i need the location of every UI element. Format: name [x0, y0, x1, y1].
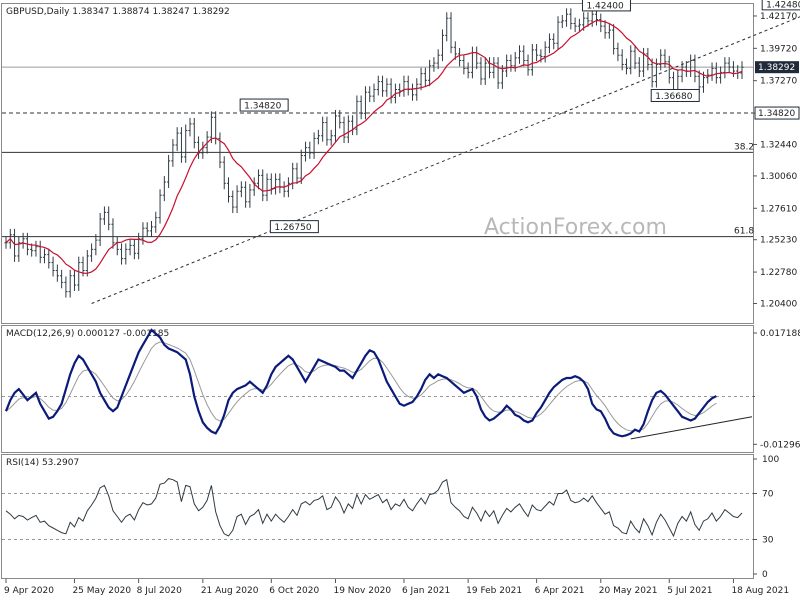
price-tick-label: 1.37270 — [760, 77, 797, 87]
price-label-box — [761, 0, 800, 11]
price-label-text: 1.36680 — [655, 92, 692, 102]
support-level-label: 1.34820 — [758, 109, 795, 119]
x-tick-label: 5 Jul 2021 — [667, 586, 712, 596]
support-level-box — [754, 106, 800, 120]
price-tick-label: 1.27610 — [760, 204, 797, 214]
x-tick-label: 20 May 2021 — [599, 586, 658, 596]
macd-layer — [2, 328, 753, 440]
x-tick-label: 6 Oct 2020 — [269, 586, 319, 596]
x-tick-label: 19 Nov 2020 — [333, 586, 391, 596]
x-tick-label: 25 May 2020 — [72, 586, 131, 596]
x-tick-label: 18 Aug 2021 — [731, 586, 789, 596]
x-tick-label: 6 Apr 2021 — [535, 586, 585, 596]
current-price-box — [755, 61, 799, 74]
rsi-tick-label: 30 — [762, 536, 774, 546]
price-label-text: 1.42480 — [766, 0, 800, 10]
current-price-label: 1.38292 — [758, 63, 795, 73]
price-label-box — [269, 220, 319, 234]
axes-layer: 1.42170 1.39720 1.37270 1.34820 1.32440 1.300… — [4, 12, 800, 596]
macd-panel — [1, 325, 754, 453]
price-header: GBPUSD,Daily 1.38347 1.38874 1.38247 1.3… — [6, 7, 230, 17]
price-tick-label: 1.30060 — [760, 172, 797, 182]
price-tick-label: 1.22780 — [760, 268, 797, 278]
rsi-header: RSI(14) 53.2907 — [6, 458, 79, 468]
macd-line — [4, 328, 717, 438]
rsi-tick-label: 70 — [762, 490, 774, 500]
price-label-text: 1.42400 — [586, 1, 623, 11]
price-label-box — [239, 98, 289, 112]
rsi-layer — [2, 478, 753, 540]
watermark: ActionForex.com — [484, 215, 667, 240]
labels-layer: 1.424001.424801.398201.366801.357001.348… — [239, 0, 800, 234]
price-tick-label: 1.32440 — [760, 140, 797, 150]
trend-line — [91, 16, 800, 304]
macd-trend-line — [630, 416, 753, 440]
price-label-text: 1.26750 — [274, 223, 311, 233]
rsi-tick-label: 100 — [762, 455, 779, 465]
price-tick-label: 1.20400 — [760, 300, 797, 310]
price-label-box — [581, 0, 631, 12]
price-panel — [1, 3, 754, 324]
price-layer — [4, 8, 744, 298]
price-tick-label: 1.25230 — [760, 236, 797, 246]
macd-header: MACD(12,26,9) 0.000127 -0.001185 — [6, 329, 169, 339]
price-tick-label: 1.42170 — [760, 12, 797, 22]
price-label-box — [650, 88, 700, 102]
price-label-text: 1.34820 — [244, 102, 281, 112]
rsi-line — [5, 478, 743, 538]
macd-tick-label: 0.017188 — [760, 329, 800, 339]
x-tick-label: 19 Feb 2021 — [466, 586, 522, 596]
rsi-tick-label: 0 — [762, 570, 768, 580]
x-tick-label: 9 Apr 2020 — [4, 586, 54, 596]
x-tick-label: 8 Jul 2020 — [137, 586, 182, 596]
lines-layer: 38.2 61.8 — [2, 16, 800, 304]
x-tick-label: 6 Jan 2021 — [402, 586, 450, 596]
x-tick-label: 21 Aug 2020 — [201, 586, 259, 596]
moving-average-line — [5, 19, 743, 274]
macd-tick-label: -0.012962 — [760, 440, 800, 450]
price-tick-label: 1.39720 — [760, 44, 797, 54]
macd-signal-line — [5, 341, 717, 432]
fib-label: 61.8 — [734, 227, 754, 237]
macd-current-box — [755, 390, 799, 403]
rsi-panel — [1, 454, 754, 579]
fib-label: 38.2 — [734, 142, 754, 152]
